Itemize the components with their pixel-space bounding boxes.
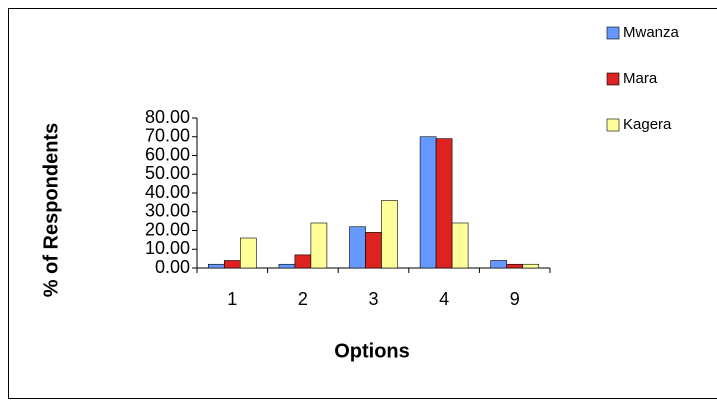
- legend-swatch: [606, 72, 620, 86]
- y-tick-label: 70.00: [145, 126, 190, 146]
- x-tick-label: 9: [510, 289, 520, 309]
- y-tick-label: 20.00: [145, 219, 190, 239]
- legend-label: Mara: [623, 70, 658, 87]
- bar: [419, 136, 437, 269]
- legend-label: Mwanza: [623, 24, 680, 41]
- legend-label: Kagera: [623, 116, 672, 133]
- x-tick-label: 3: [368, 289, 378, 309]
- x-tick-label: 2: [298, 289, 308, 309]
- bar: [294, 254, 312, 269]
- bar: [310, 222, 328, 269]
- y-tick-label: 60.00: [145, 144, 190, 164]
- bar: [451, 222, 469, 269]
- bar: [240, 237, 257, 269]
- bar: [365, 232, 382, 269]
- legend-swatch: [606, 118, 620, 132]
- y-tick-label: 50.00: [145, 163, 190, 183]
- legend-swatch: [606, 26, 620, 40]
- y-tick-label: 80.00: [145, 107, 190, 127]
- bar: [506, 263, 524, 269]
- bar: [490, 260, 508, 269]
- bar: [224, 260, 241, 269]
- y-tick-label: 30.00: [145, 201, 190, 221]
- chart-frame: [8, 8, 717, 399]
- x-tick-label: 1: [227, 289, 237, 309]
- y-tick-label: 40.00: [145, 182, 190, 202]
- bar: [208, 263, 225, 269]
- y-tick-label: 10.00: [145, 238, 190, 258]
- bar: [381, 200, 398, 269]
- bar: [435, 138, 453, 269]
- bar: [349, 226, 366, 269]
- x-tick-label: 4: [439, 289, 449, 309]
- bar: [278, 263, 296, 269]
- x-axis-title: Options: [334, 340, 410, 362]
- bar: [522, 263, 540, 269]
- y-tick-label: 0.00: [155, 257, 190, 277]
- y-axis-title: % of Respondents: [40, 123, 62, 297]
